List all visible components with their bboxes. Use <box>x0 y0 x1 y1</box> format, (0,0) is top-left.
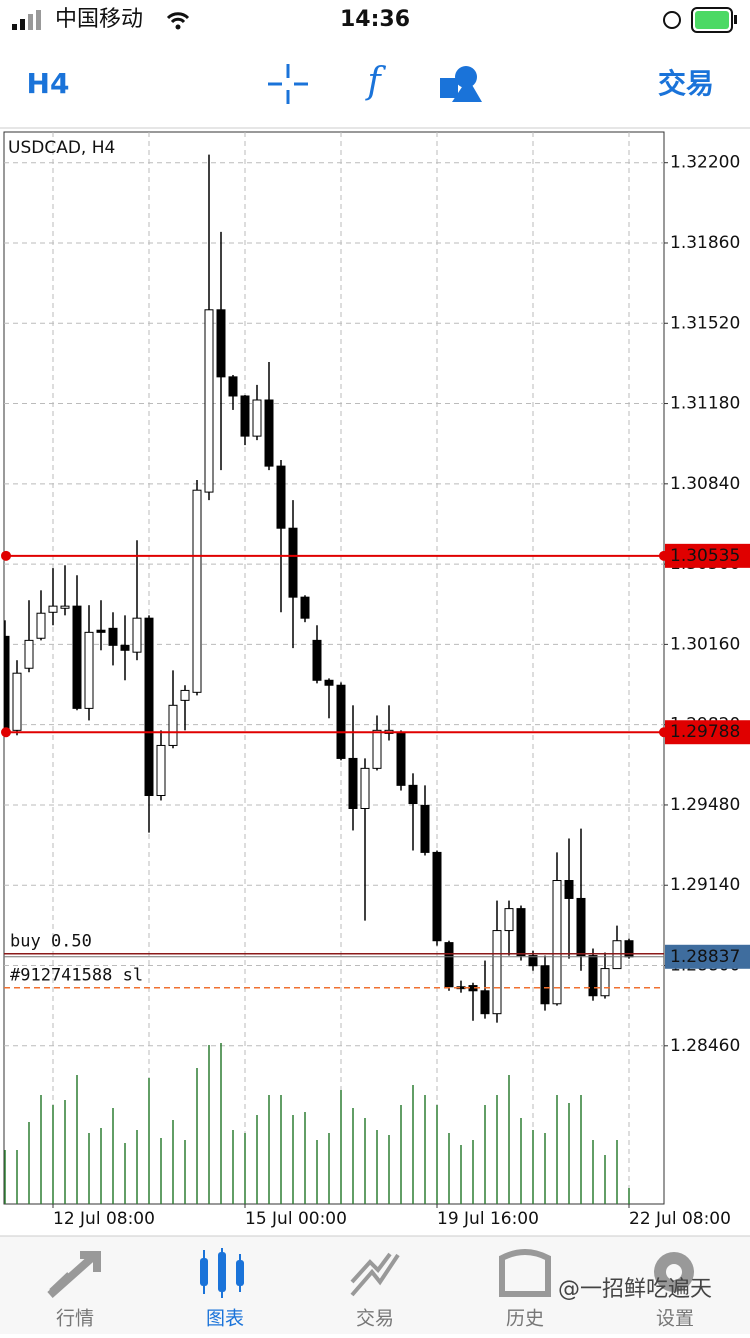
tab[interactable]: 设置 <box>656 1308 694 1330</box>
candle-body <box>588 955 598 997</box>
candle-body <box>336 684 346 759</box>
candle-body <box>180 689 190 701</box>
axes: 1.32200 1.31860 1.31520 1.31180 1.30840 1.305… <box>1 153 750 1229</box>
candle-body <box>528 955 538 967</box>
candle-body <box>204 309 214 493</box>
candle-body <box>144 617 154 797</box>
y-tick-label: 1.31860 <box>670 233 740 253</box>
objects-button[interactable] <box>440 66 482 102</box>
candle-body <box>300 596 310 619</box>
bid-label: 1.28837 <box>670 947 740 967</box>
candle-body <box>252 399 262 437</box>
candle-body <box>408 784 418 805</box>
candle-body <box>4 635 10 731</box>
order-label: buy 0.50 <box>10 932 92 952</box>
candle-body <box>348 757 358 809</box>
tab[interactable]: 交易 <box>356 1308 394 1330</box>
candle-body <box>600 968 610 997</box>
plot-area: buy 0.50 #912741588 sl <box>4 132 664 1204</box>
candle-body <box>192 489 202 693</box>
candle-body <box>228 376 238 397</box>
y-tick-label: 1.32200 <box>670 153 740 173</box>
watermark: @一招鲜吃遍天 <box>558 1277 712 1302</box>
y-tick-label: 1.29140 <box>670 875 740 895</box>
trade-button[interactable]: 交易 <box>658 67 714 100</box>
candle-body <box>540 965 550 1005</box>
candle-body <box>432 851 442 942</box>
candle-body <box>324 679 334 686</box>
indicator-button[interactable]: f <box>364 61 386 102</box>
candle-body <box>108 627 118 646</box>
carrier: 中国移动 <box>55 7 143 32</box>
candle-body <box>396 731 406 786</box>
candle-body <box>444 942 454 988</box>
level-handle <box>1 727 11 738</box>
candle-body <box>504 908 514 932</box>
candle-body <box>420 804 430 853</box>
candle-body <box>276 465 286 529</box>
candle-body <box>84 631 94 709</box>
crosshair-button[interactable] <box>268 64 308 104</box>
candle-body <box>168 704 178 746</box>
y-tick-label: 1.31180 <box>670 394 740 414</box>
candle-body <box>612 940 622 970</box>
candle-body <box>132 617 142 653</box>
toolbar: H4 f 交易 <box>0 61 750 129</box>
candle-body <box>264 399 274 467</box>
candle-body <box>36 612 46 639</box>
clock: 14:36 <box>340 7 410 32</box>
level-handle <box>1 550 11 561</box>
tab[interactable]: 历史 <box>506 1308 544 1330</box>
y-tick-label: 1.30840 <box>670 474 740 494</box>
candle-body <box>216 309 226 378</box>
candle-body <box>480 990 490 1015</box>
candle-body <box>360 767 370 809</box>
candle-body <box>60 605 70 609</box>
candle-body <box>492 930 502 1015</box>
plot-frame <box>3 131 665 1205</box>
level-label-box <box>665 543 750 568</box>
candle-body <box>156 744 166 797</box>
x-tick-label: 15 Jul 00:00 <box>245 1209 347 1229</box>
level-label-box <box>665 720 750 745</box>
candle-body <box>288 527 298 598</box>
candle-body <box>564 880 574 899</box>
y-tick-label: 1.31520 <box>670 313 740 333</box>
candle-body <box>72 605 82 709</box>
y-tick-label: 1.30160 <box>670 634 740 654</box>
chart-title: USDCAD, H4 <box>8 138 115 158</box>
y-tick-label: 1.28460 <box>670 1036 740 1056</box>
candle-body <box>120 644 130 651</box>
candle-body <box>24 639 34 669</box>
tab-bar: @一招鲜吃遍天 行情 图表 交易 历史 设置 <box>0 1235 750 1334</box>
level-label: 1.30535 <box>670 546 740 566</box>
timeframe-button[interactable]: H4 <box>27 67 70 100</box>
y-tick-label: 1.29480 <box>670 795 740 815</box>
tab[interactable]: 图表 <box>206 1308 244 1330</box>
candle-body <box>240 395 250 437</box>
candle-body <box>48 605 58 613</box>
candle-body <box>552 880 562 1005</box>
candle-body <box>516 908 526 957</box>
order-label: #912741588 sl <box>10 966 143 986</box>
status-bar: 中国移动 14:36 <box>12 7 737 33</box>
candle-body <box>96 629 106 633</box>
candle-body <box>12 672 22 731</box>
candle-body <box>372 729 382 769</box>
candle-body <box>312 639 322 681</box>
level-label: 1.29788 <box>670 722 740 742</box>
x-tick-label: 19 Jul 16:00 <box>437 1209 539 1229</box>
tab[interactable]: 行情 <box>56 1308 94 1330</box>
x-tick-label: 12 Jul 08:00 <box>53 1209 155 1229</box>
x-tick-label: 22 Jul 08:00 <box>629 1209 731 1229</box>
candle-body <box>576 897 586 957</box>
bid-label-box <box>665 944 750 969</box>
